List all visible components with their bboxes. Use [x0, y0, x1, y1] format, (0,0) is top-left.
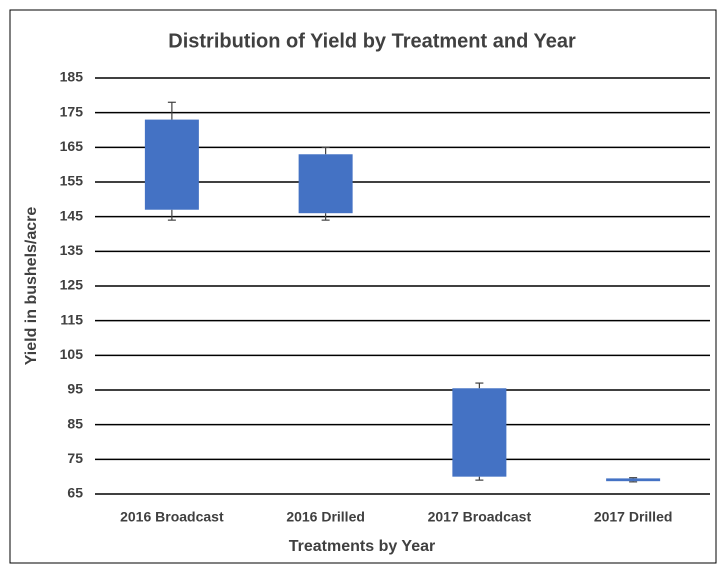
x-axis-label: Treatments by Year — [289, 538, 435, 555]
y-tick-label: 65 — [67, 485, 83, 501]
y-tick-label: 155 — [60, 173, 84, 189]
y-tick-label: 105 — [60, 346, 84, 362]
x-tick-label: 2016 Drilled — [286, 509, 365, 525]
y-tick-label: 85 — [67, 415, 83, 431]
chart-title: Distribution of Yield by Treatment and Y… — [168, 30, 576, 52]
y-tick-label: 95 — [67, 381, 83, 397]
y-tick-label: 75 — [67, 450, 83, 466]
y-tick-label: 165 — [60, 138, 84, 154]
y-axis-label: Yield in bushels/acre — [23, 207, 40, 366]
y-tick-label: 185 — [60, 69, 84, 85]
x-tick-label: 2017 Broadcast — [428, 509, 532, 525]
x-tick-label: 2016 Broadcast — [120, 509, 224, 525]
x-tick-label: 2017 Drilled — [594, 509, 673, 525]
y-tick-label: 175 — [60, 103, 84, 119]
box — [144, 119, 199, 210]
box — [298, 154, 353, 214]
y-tick-label: 115 — [60, 311, 83, 327]
y-tick-label: 125 — [60, 277, 84, 293]
y-tick-label: 135 — [60, 242, 84, 258]
box — [452, 388, 507, 477]
box — [606, 478, 661, 482]
y-tick-label: 145 — [60, 207, 84, 223]
